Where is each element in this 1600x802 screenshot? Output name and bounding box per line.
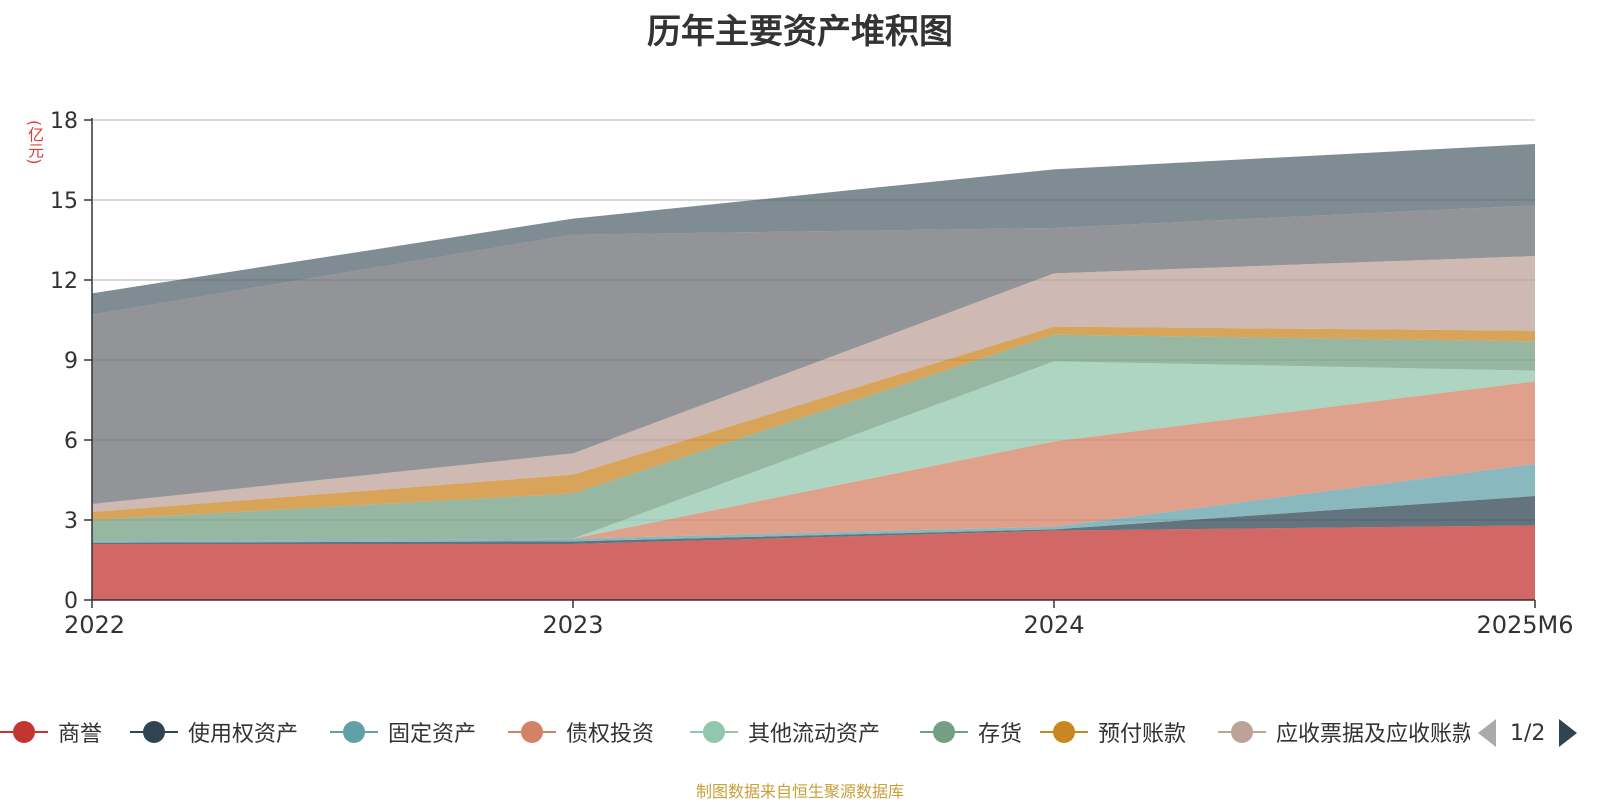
legend-marker-icon	[1040, 720, 1088, 744]
data-source-note: 制图数据来自恒生聚源数据库	[695, 782, 904, 801]
area-series-4	[92, 361, 1535, 542]
next-page-icon[interactable]	[1559, 719, 1578, 747]
chart-title: 历年主要资产堆积图	[647, 12, 953, 52]
tick-labels: 0 3 6 9 12 15 18 2022 2023 2024 2025M6	[50, 109, 1574, 639]
legend-label: 存货	[978, 722, 1023, 747]
legend-item[interactable]: 预付账款	[1040, 715, 1186, 749]
x-tick-label: 2025M6	[1476, 611, 1573, 639]
legend-marker-icon	[1218, 720, 1266, 744]
legend-label: 应收票据及应收账款	[1276, 722, 1470, 747]
legend-page-indicator: 1/2	[1510, 720, 1546, 746]
legend-item[interactable]: 使用权资产	[130, 715, 298, 749]
legend-label: 预付账款	[1098, 722, 1187, 747]
y-tick-label: 15	[50, 189, 78, 214]
legend-label: 债权投资	[566, 722, 655, 747]
y-tick-label: 0	[64, 589, 78, 614]
legend-label: 使用权资产	[188, 722, 299, 747]
axes	[84, 118, 1536, 608]
area-series-5	[92, 334, 1535, 542]
stacked-area-chart: 0 3 6 9 12 15 18 2022 2023 2024 2025M6	[50, 109, 1574, 639]
legend-marker-icon	[0, 720, 48, 744]
area-series-7	[92, 256, 1535, 512]
y-tick-label: 3	[64, 509, 78, 534]
y-axis-unit-label: (亿元)	[25, 120, 44, 165]
legend-marker-icon	[130, 720, 178, 744]
legend-label: 商誉	[58, 722, 103, 747]
x-tick-label: 2024	[1023, 611, 1084, 639]
legend-item[interactable]: 应收票据及应收账款	[1218, 715, 1470, 749]
area-series-9	[92, 144, 1535, 315]
x-tick-label: 2023	[542, 611, 603, 639]
prev-page-icon[interactable]	[1478, 719, 1496, 747]
area-series-1	[92, 496, 1535, 544]
y-tick-label: 18	[50, 109, 78, 134]
legend-item[interactable]: 存货	[920, 715, 1022, 749]
legend-label: 固定资产	[388, 722, 477, 747]
legend-item[interactable]: 固定资产	[330, 715, 476, 749]
y-tick-label: 9	[64, 349, 78, 374]
area-series-layer	[92, 144, 1535, 600]
y-tick-label: 12	[50, 269, 78, 294]
legend-item[interactable]: 债权投资	[508, 715, 654, 749]
legend-marker-icon	[330, 720, 378, 744]
legend-pager: 1/2	[1470, 713, 1600, 753]
area-series-3	[92, 381, 1535, 542]
legend: 商誉 使用权资产 固定资产 债权投资 其他流动资产 存货 预付账款 应收票据及应收账款	[0, 715, 1470, 755]
legend-label: 其他流动资产	[748, 722, 881, 747]
x-tick-label: 2022	[64, 611, 125, 639]
legend-marker-icon	[690, 720, 738, 744]
legend-item[interactable]: 商誉	[0, 715, 102, 749]
legend-marker-icon	[508, 720, 556, 744]
area-series-2	[92, 464, 1535, 543]
area-series-8	[92, 205, 1535, 505]
legend-item[interactable]: 其他流动资产	[690, 715, 880, 749]
y-tick-label: 6	[64, 429, 78, 454]
legend-marker-icon	[920, 720, 968, 744]
